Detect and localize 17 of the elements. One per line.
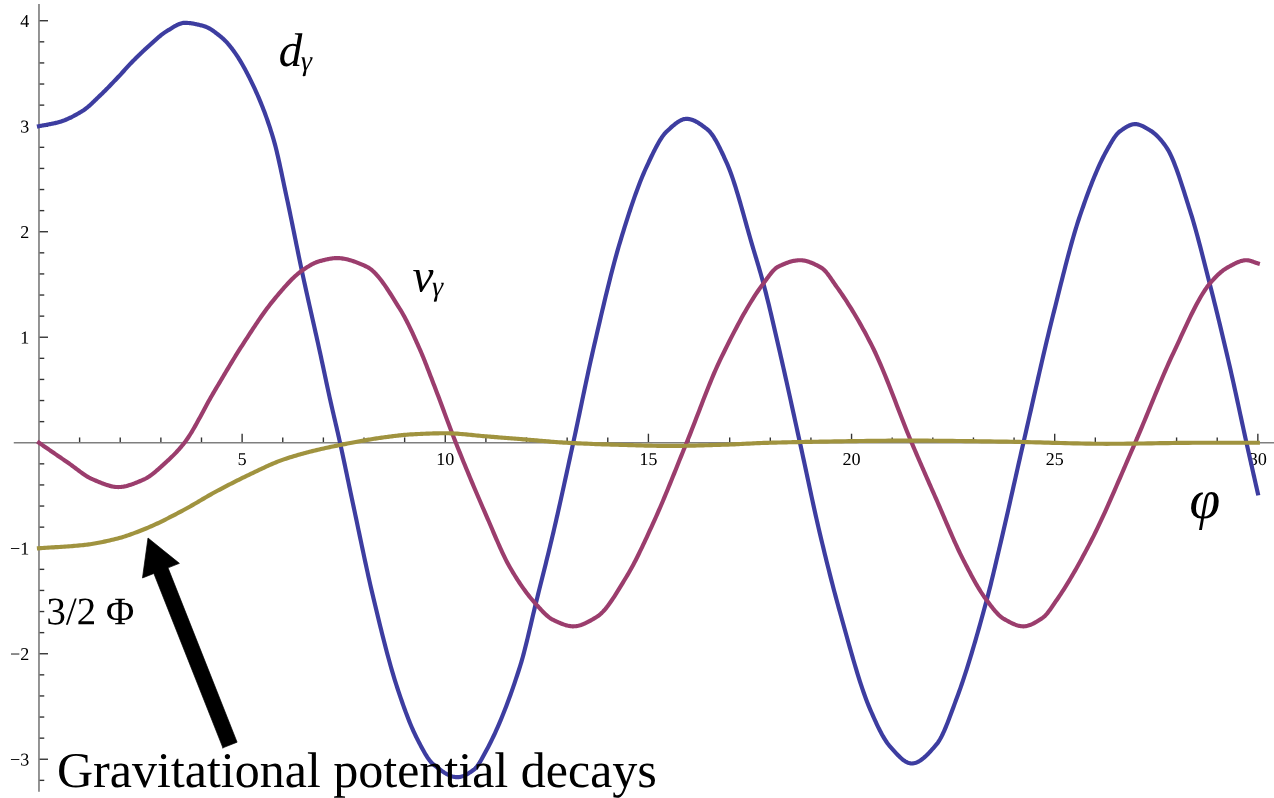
annotation: Gravitational potential decays: [59, 752, 655, 798]
y-tick-label: −3: [10, 753, 29, 766]
x-tick-label: 20: [843, 452, 860, 466]
y-tick-label: 3: [21, 120, 29, 133]
y-tick-label: 4: [20, 15, 29, 27]
y-tick-label: 2: [21, 226, 29, 238]
y-tick-label: 1: [21, 331, 29, 344]
series-label: 3/2 Φ: [48, 598, 134, 625]
series-label: dᵧ: [280, 33, 313, 77]
x-tick-label: 10: [437, 452, 454, 466]
y-tick-label: −1: [10, 542, 29, 555]
x-axis-title: φ: [1191, 491, 1219, 530]
x-tick-label: 25: [1046, 453, 1064, 466]
x-tick-label: 5: [238, 453, 246, 466]
y-tick-label: −2: [10, 648, 29, 661]
x-tick-label: 15: [640, 453, 657, 466]
series-label: vᵧ: [413, 269, 444, 302]
